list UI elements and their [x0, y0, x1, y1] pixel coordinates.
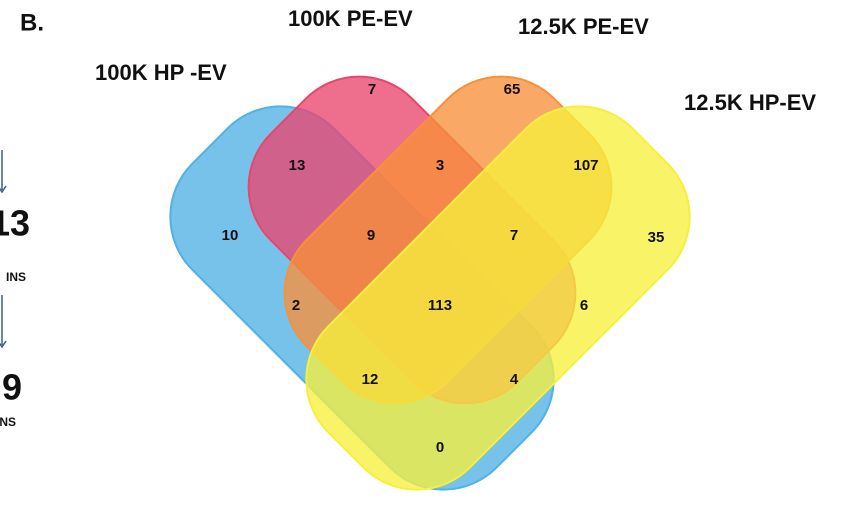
region-count: 4: [510, 371, 519, 388]
side-caption: INS: [6, 270, 26, 284]
panel-label: B.: [20, 9, 44, 36]
region-count: 13: [289, 157, 306, 174]
set-shape: [305, 105, 691, 491]
region-count: 35: [648, 229, 665, 246]
region-count: 7: [368, 81, 376, 98]
region-count: 6: [580, 297, 588, 314]
region-count: 7: [510, 227, 518, 244]
region-count: 3: [436, 157, 444, 174]
region-count: 113: [428, 297, 452, 314]
region-count: 0: [436, 439, 444, 456]
side-number: 9: [2, 367, 22, 408]
region-count: 65: [504, 81, 521, 98]
set-label: 100K HP -EV: [95, 60, 227, 85]
region-count: 10: [222, 227, 239, 244]
region-counts: 7 65 13 3 107 10 9 7 35 2 113 6 12 4 0: [222, 81, 665, 456]
arrow: [0, 295, 7, 349]
region-count: 12: [362, 371, 379, 388]
region-count: 2: [292, 297, 300, 314]
region-count: 9: [367, 227, 375, 244]
venn-shapes: [169, 75, 691, 491]
arrow: [0, 150, 7, 194]
side-caption: INS: [0, 415, 16, 429]
region-count: 107: [573, 157, 598, 174]
set-label: 100K PE-EV: [288, 6, 413, 31]
side-arrows: [0, 150, 7, 349]
set-label: 12.5K HP-EV: [684, 90, 816, 115]
set-label: 12.5K PE-EV: [518, 14, 649, 39]
side-number: 13: [0, 203, 30, 244]
